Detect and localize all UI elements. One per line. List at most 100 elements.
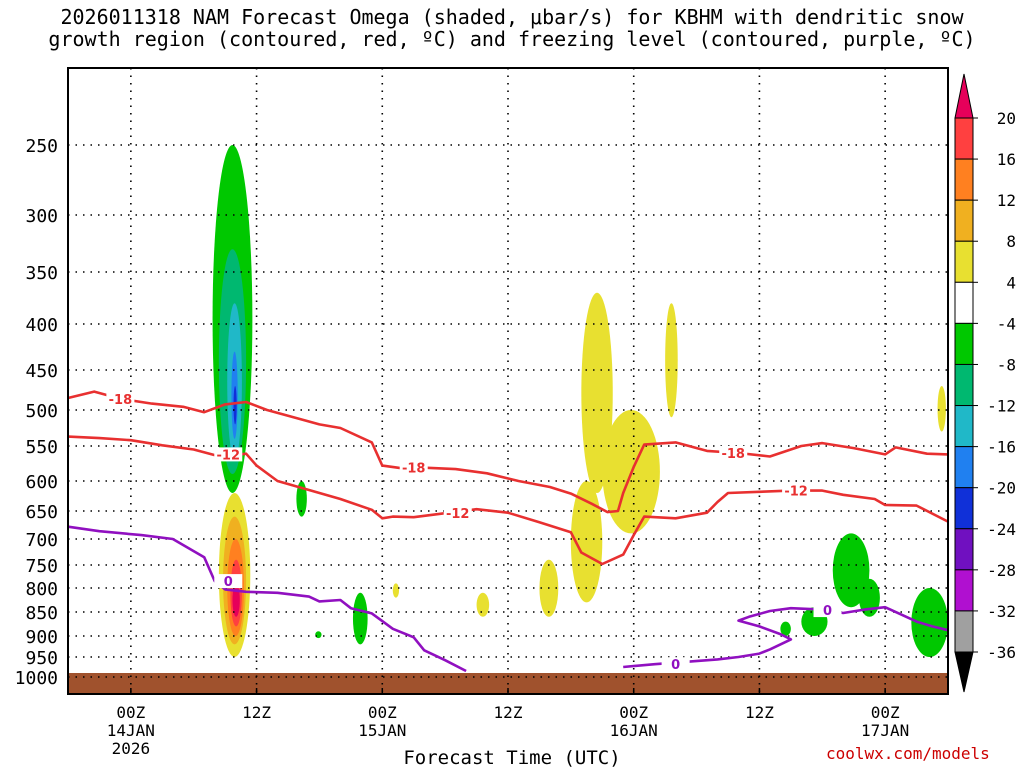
contour-label-bg — [214, 574, 243, 589]
contour-label: -12 — [446, 507, 470, 522]
omega-shade-late-green — [911, 588, 949, 657]
y-tick-label: 950 — [25, 648, 58, 669]
colorbar-box — [954, 487, 974, 530]
colorbar-label: -16 — [987, 438, 1016, 457]
contour-label: -18 — [721, 447, 745, 462]
x-axis-title: Forecast Time (UTC) — [403, 747, 621, 769]
contour-label-bg — [719, 446, 748, 460]
x-tick-label: 00Z — [116, 703, 145, 722]
y-tick-label: 1000 — [15, 668, 58, 689]
colorbar-lower-arrow — [954, 651, 974, 693]
contour-label: 0 — [671, 658, 680, 673]
omega-shade-cell — [352, 592, 368, 645]
colorbar-label: -24 — [987, 520, 1016, 539]
y-tick-label: 650 — [25, 502, 58, 523]
colorbar-box — [954, 610, 974, 653]
colorbar-label: -20 — [987, 479, 1016, 498]
chart-title: 2026011318 NAM Forecast Omega (shaded, μ… — [0, 6, 1024, 50]
x-tick-label: 12Z — [494, 703, 523, 722]
colorbar-box — [954, 322, 974, 365]
contour-label-bg — [443, 506, 472, 521]
y-tick-label: 750 — [25, 556, 58, 577]
omega-shading — [212, 145, 949, 657]
contour-label-bg — [661, 657, 690, 672]
contour-line-minus12 — [67, 435, 949, 566]
contour-label: 0 — [224, 575, 233, 590]
colorbar-label: -28 — [987, 561, 1016, 580]
colorbar-box — [954, 281, 974, 324]
colorbar-box — [954, 569, 974, 612]
y-tick-label: 800 — [25, 579, 58, 600]
x-tick-label: 12Z — [745, 703, 774, 722]
title-line-1: 2026011318 NAM Forecast Omega (shaded, μ… — [60, 5, 964, 29]
omega-shade-cell — [315, 631, 322, 639]
contour-label-bg — [399, 460, 428, 475]
contour-line-0 — [623, 605, 949, 669]
x-tick-label: 00Z — [871, 703, 900, 722]
y-tick-label: 450 — [25, 361, 58, 382]
contour-line-minus18 — [67, 390, 949, 514]
colorbar: 20 16 12 8 4 -4 -8 -12 -16 -20 -24 -28 -32 -36 — [954, 73, 1016, 693]
y-tick-label: 300 — [25, 206, 58, 227]
contour-label-bg — [214, 447, 243, 462]
colorbar-box — [954, 446, 974, 489]
omega-shade-descent-yellow — [665, 303, 678, 418]
colorbar-box — [954, 199, 974, 242]
colorbar-label: 12 — [997, 191, 1016, 210]
contour-label: -18 — [402, 462, 426, 477]
colorbar-label: 20 — [997, 109, 1016, 128]
colorbar-label: 8 — [1006, 232, 1016, 251]
y-tick-label: 550 — [25, 437, 58, 458]
colorbar-box — [954, 117, 974, 160]
contour-label: 0 — [823, 604, 832, 619]
contour-line-0 — [67, 525, 467, 673]
plot-frame — [67, 67, 949, 695]
y-tick-label: 850 — [25, 603, 58, 624]
omega-shade-descent-yellow — [581, 292, 613, 493]
y-tick-label: 250 — [25, 136, 58, 157]
y-tick-label: 500 — [25, 401, 58, 422]
y-tick-label: 600 — [25, 472, 58, 493]
x-tick-label: 12Z — [242, 703, 271, 722]
grid-lines — [68, 68, 948, 694]
x-tick-label: 00Z — [368, 703, 397, 722]
x-tick-label: 2026 — [112, 739, 151, 758]
omega-shade-cell — [780, 621, 791, 636]
colorbar-label: -4 — [997, 314, 1016, 333]
contour-label: -12 — [784, 485, 808, 500]
title-line-2: growth region (contoured, red, ºC) and f… — [48, 27, 976, 51]
x-tick-label: 16JAN — [610, 721, 658, 740]
x-tick-label: 14JAN — [107, 721, 155, 740]
omega-shade-cell — [392, 583, 400, 598]
y-tick-label: 700 — [25, 530, 58, 551]
y-tick-label: 350 — [25, 263, 58, 284]
colorbar-label: -8 — [997, 355, 1016, 374]
y-tick-label: 400 — [25, 315, 58, 336]
colorbar-label: 16 — [997, 150, 1016, 169]
x-tick-label: 00Z — [619, 703, 648, 722]
colorbar-box — [954, 528, 974, 571]
contour-label: -18 — [109, 393, 133, 408]
x-tick-label: 15JAN — [358, 721, 406, 740]
contour-label: -12 — [217, 448, 241, 463]
colorbar-label: -12 — [987, 397, 1016, 416]
colorbar-label: -32 — [987, 602, 1016, 621]
colorbar-upper-arrow — [954, 73, 974, 119]
x-tick-label: 17JAN — [861, 721, 909, 740]
omega-shade-cell — [476, 592, 490, 617]
contour-label-bg — [813, 603, 842, 618]
colorbar-box — [954, 158, 974, 201]
watermark-url: coolwx.com/models — [826, 744, 990, 763]
colorbar-label: 4 — [1006, 273, 1016, 292]
colorbar-box — [954, 363, 974, 407]
omega-shade-upward-darkblue — [233, 386, 237, 425]
contour-lines: -18 -18 -18 -12 -12 -12 0 0 0 — [67, 390, 949, 673]
omega-shade-cell — [937, 386, 946, 432]
y-tick-label: 900 — [25, 627, 58, 648]
colorbar-label: -36 — [987, 643, 1016, 662]
colorbar-box — [954, 405, 974, 448]
contour-label-bg — [782, 483, 811, 498]
